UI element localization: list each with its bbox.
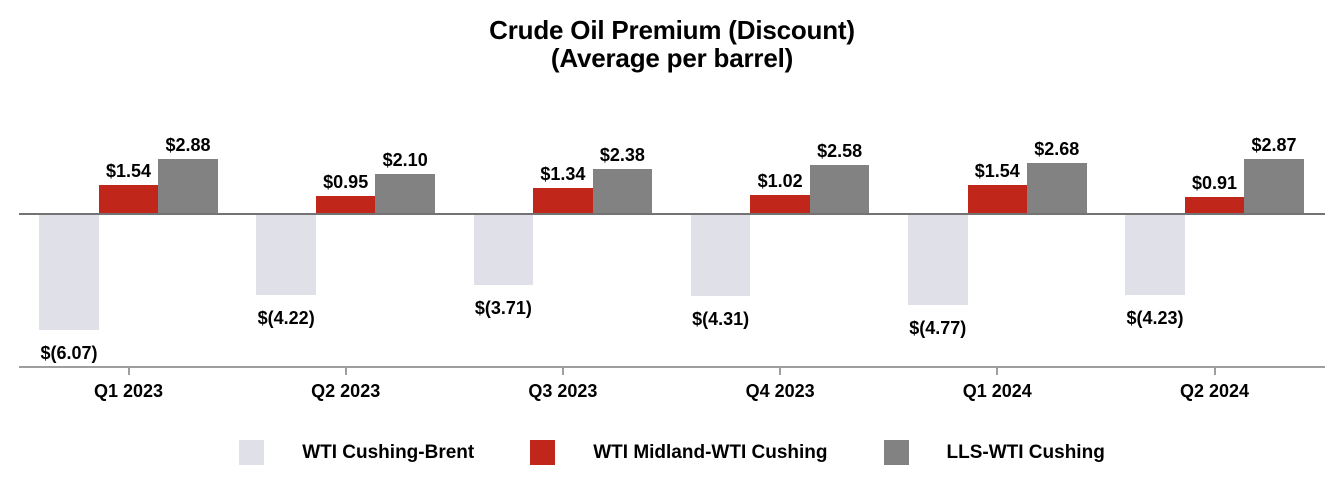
bar-value-label: $2.87	[1251, 135, 1297, 156]
axis-tick	[127, 368, 130, 375]
chart-title-line1: Crude Oil Premium (Discount)	[489, 15, 855, 45]
category-label: Q3 2023	[528, 381, 598, 401]
bar	[809, 164, 870, 214]
legend: WTI Cushing-Brent WTI Midland-WTI Cushing…	[0, 440, 1344, 465]
bar-value-label: $2.10	[382, 149, 428, 170]
bar-value-label: $2.58	[817, 140, 863, 161]
axis-tick	[1213, 368, 1216, 375]
bar-value-label: $(3.71)	[474, 297, 532, 318]
bar-value-label: $1.54	[974, 160, 1020, 181]
legend-swatch	[239, 440, 265, 465]
legend-label: WTI Midland-WTI Cushing	[593, 441, 828, 463]
bar	[533, 188, 593, 214]
bar-value-label: $(4.31)	[692, 309, 750, 330]
bar	[256, 214, 316, 295]
legend-swatch	[883, 440, 909, 465]
category-label: Q2 2023	[311, 381, 381, 401]
bar	[158, 158, 218, 214]
bar	[1184, 196, 1245, 214]
bar-value-label: $2.38	[599, 144, 645, 165]
category-label: Q1 2024	[962, 381, 1032, 401]
bar	[1244, 159, 1304, 214]
bar	[1027, 162, 1087, 214]
bar-value-label: $(6.07)	[40, 342, 98, 363]
bar-value-label: $1.54	[105, 160, 152, 181]
bar	[375, 173, 435, 214]
bar	[750, 194, 810, 214]
axis-tick	[779, 368, 782, 375]
legend-label: LLS-WTI Cushing	[946, 441, 1105, 463]
bar-value-label: $2.68	[1034, 138, 1080, 159]
bar	[1125, 214, 1185, 295]
bar-value-label: $2.88	[165, 134, 211, 155]
chart-title-line2: (Average per barrel)	[550, 43, 794, 73]
bar-value-label: $0.91	[1191, 172, 1238, 193]
bar	[39, 214, 99, 330]
bar-value-label: $(4.22)	[257, 307, 315, 328]
bar-value-label: $1.34	[540, 164, 586, 185]
legend-item: WTI Cushing-Brent	[239, 440, 474, 465]
x-axis-line	[19, 366, 1325, 368]
bar	[592, 168, 653, 214]
zero-axis-line	[19, 212, 1325, 215]
legend-item: WTI Midland-WTI Cushing	[530, 440, 828, 465]
legend-item: LLS-WTI Cushing	[883, 440, 1105, 465]
category-label: Q2 2024	[1179, 381, 1250, 401]
bar	[315, 195, 376, 214]
bar-value-label: $(4.23)	[1126, 307, 1184, 328]
bar-value-label: $(4.77)	[909, 318, 967, 339]
category-label: Q4 2023	[745, 381, 815, 401]
axis-tick	[344, 368, 347, 375]
axis-tick	[996, 368, 999, 375]
legend-label: WTI Cushing-Brent	[302, 441, 475, 463]
chart-title: Crude Oil Premium (Discount) (Average pe…	[0, 16, 1344, 72]
legend-swatch	[530, 440, 556, 465]
bar	[967, 184, 1028, 214]
bar	[473, 214, 534, 285]
bar-value-label: $0.95	[323, 171, 369, 192]
axis-tick	[561, 368, 564, 375]
bar	[98, 184, 159, 214]
bar	[690, 214, 751, 297]
category-label: Q1 2023	[93, 381, 164, 401]
bar	[908, 214, 968, 306]
bar-value-label: $1.02	[757, 170, 803, 191]
